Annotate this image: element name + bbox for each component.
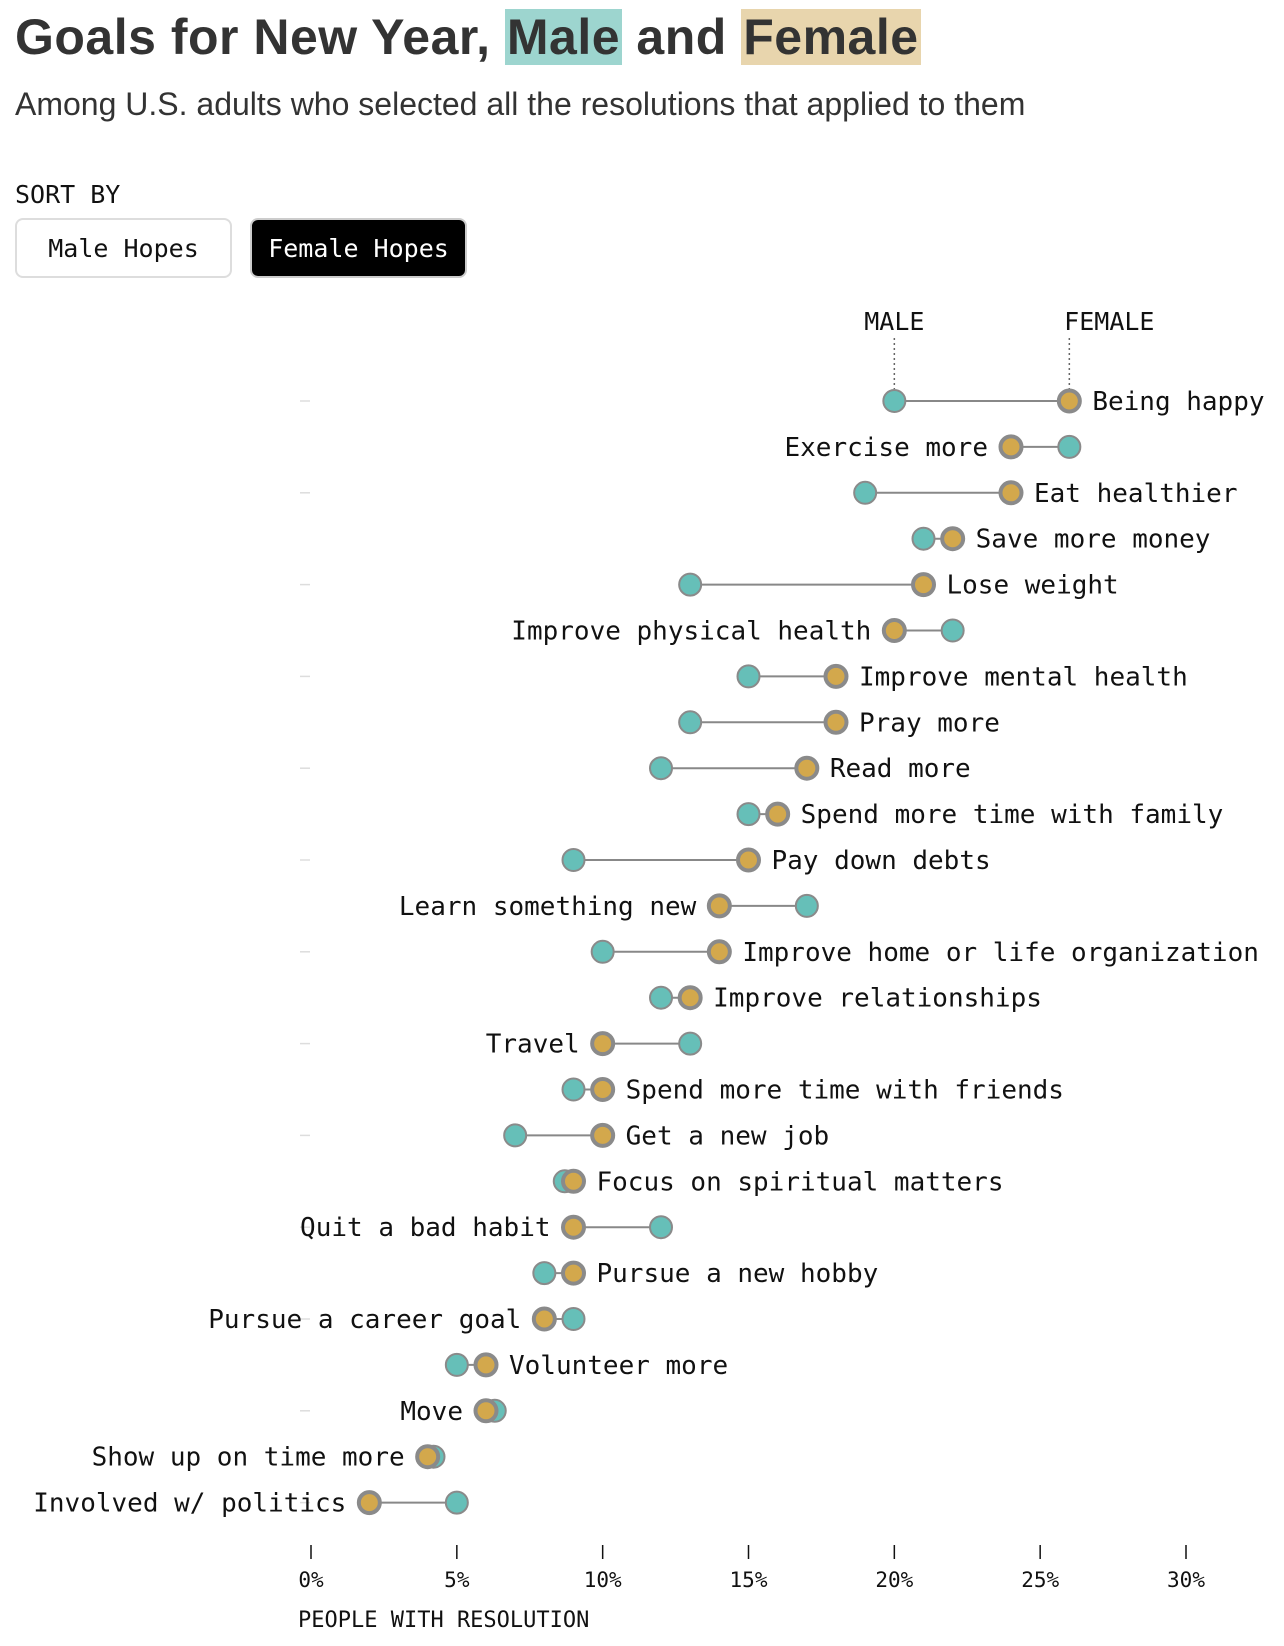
female-point [590, 1122, 616, 1148]
x-tick-label: 30% [1167, 1568, 1205, 1592]
title-male-highlight: Male [504, 9, 623, 65]
male-point [678, 572, 703, 597]
category-label: Travel [486, 1030, 580, 1060]
category-label: Pursue a career goal [208, 1305, 521, 1335]
male-point [649, 756, 673, 781]
category-label: Learn something new [399, 892, 697, 922]
category-label: Improve mental health [859, 662, 1188, 692]
sort-female-hopes-button[interactable]: Female Hopes [250, 218, 467, 278]
category-label: Spend more time with family [801, 800, 1224, 830]
category-label: Pursue a new hobby [597, 1259, 879, 1289]
category-label: Quit a bad habit [300, 1213, 550, 1243]
category-label: Lose weight [947, 571, 1119, 601]
male-point [590, 939, 615, 964]
male-point [503, 1123, 528, 1148]
subtitle: Among U.S. adults who selected all the r… [15, 86, 1026, 122]
category-label: Read more [830, 754, 971, 784]
female-point [561, 1168, 586, 1194]
female-point [677, 985, 703, 1011]
male-point [532, 1261, 557, 1286]
category-label: Show up on time more [92, 1443, 405, 1473]
category-label: Being happy [1092, 387, 1264, 417]
x-tick-label: 10% [584, 1568, 622, 1592]
male-point [678, 1031, 703, 1056]
x-tick-label: 0% [298, 1568, 324, 1592]
female-point [415, 1444, 441, 1470]
category-label: Eat healthier [1034, 479, 1238, 509]
title-prefix: Goals for New Year, [15, 9, 505, 65]
female-point [356, 1490, 382, 1516]
title-and: and [622, 9, 742, 65]
male-point [649, 1215, 673, 1240]
category-label: Improve physical health [511, 617, 871, 647]
x-tick-label: 25% [1021, 1568, 1059, 1592]
female-point [706, 939, 732, 965]
x-tick-label: 20% [875, 1568, 913, 1592]
category-label: Pray more [859, 708, 1000, 738]
male-point [736, 802, 761, 827]
category-label: Save more money [976, 525, 1211, 555]
female-point [823, 663, 849, 689]
female-point [998, 434, 1024, 460]
male-point [561, 1077, 586, 1102]
category-label: Involved w/ politics [33, 1489, 346, 1519]
annotation-male: MALE [864, 307, 924, 336]
male-point [444, 1352, 469, 1377]
female-point [765, 801, 791, 827]
category-label: Pay down debts [772, 846, 991, 876]
category-label: Volunteer more [509, 1351, 728, 1381]
category-label: Focus on spiritual matters [597, 1167, 1004, 1197]
male-point [911, 526, 936, 551]
female-point [473, 1398, 499, 1424]
category-label: Spend more time with friends [626, 1076, 1064, 1106]
male-point [882, 389, 907, 413]
category-label: Improve relationships [713, 984, 1042, 1014]
male-point [561, 848, 586, 872]
male-point [940, 618, 965, 643]
female-point [794, 755, 820, 781]
male-point [649, 985, 673, 1010]
female-point [823, 709, 849, 735]
female-point [590, 1031, 616, 1057]
male-point [853, 480, 878, 505]
x-axis-label: PEOPLE WITH RESOLUTION [298, 1608, 589, 1633]
male-point [444, 1490, 469, 1515]
sort-by-label: SORT BY [15, 180, 121, 209]
female-point [1056, 388, 1082, 414]
female-point [531, 1306, 557, 1332]
male-point [736, 664, 761, 689]
female-point [940, 526, 966, 552]
sort-male-hopes-button[interactable]: Male Hopes [15, 218, 232, 278]
category-label: Improve home or life organization [742, 938, 1259, 968]
female-point [736, 847, 761, 873]
female-point [561, 1214, 586, 1240]
x-tick-label: 5% [444, 1568, 470, 1592]
page-title: Goals for New Year, Male and Female [15, 8, 921, 66]
male-point [678, 710, 703, 735]
female-point [706, 893, 732, 919]
female-point [590, 1077, 616, 1102]
annotation-female: FEMALE [1064, 307, 1154, 336]
male-point [1057, 434, 1082, 459]
female-point [998, 480, 1024, 506]
female-point [911, 572, 936, 598]
category-label: Exercise more [785, 433, 989, 463]
male-point [794, 893, 819, 918]
title-female-highlight: Female [741, 9, 921, 65]
female-point [881, 618, 907, 643]
category-label: Move [400, 1397, 463, 1427]
x-tick-label: 15% [730, 1568, 768, 1592]
female-point [473, 1352, 499, 1378]
category-label: Get a new job [626, 1121, 830, 1151]
female-point [561, 1260, 586, 1286]
male-point [561, 1307, 586, 1331]
